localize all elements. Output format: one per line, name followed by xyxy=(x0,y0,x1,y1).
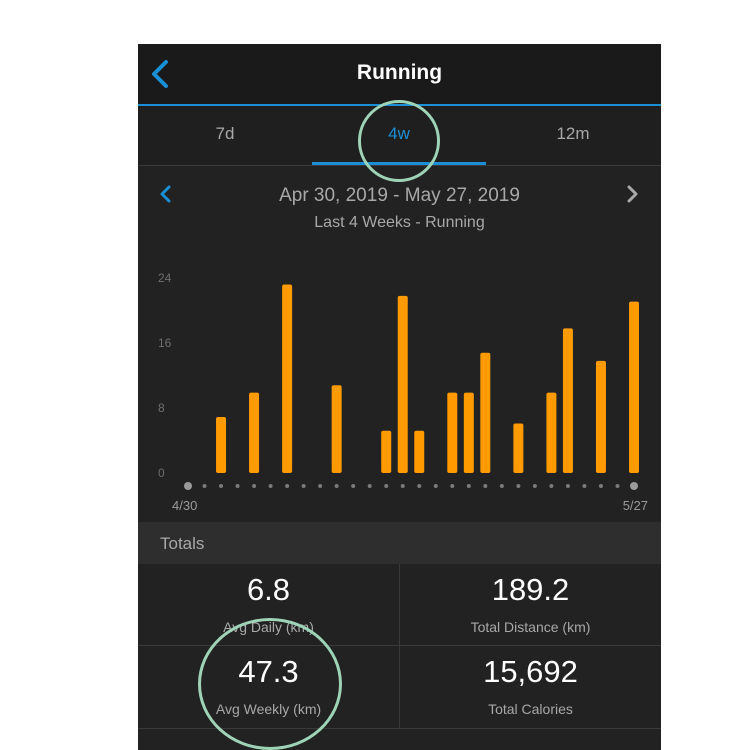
avg-weekly-label: Avg Weekly (km) xyxy=(215,701,322,717)
day-dot xyxy=(318,484,323,488)
tab-12m[interactable]: 12m xyxy=(556,124,590,143)
back-button[interactable] xyxy=(146,56,178,92)
day-dot xyxy=(516,484,521,488)
y-tick-label: 16 xyxy=(158,336,172,350)
day-dot xyxy=(433,484,438,488)
bar xyxy=(480,352,491,473)
avg-daily-stat: 6.8 Avg Daily (km) xyxy=(138,564,399,645)
bar xyxy=(562,328,573,473)
bar xyxy=(546,392,557,473)
total-distance-stat: 189.2 Total Distance (km) xyxy=(400,564,661,645)
day-dot xyxy=(549,484,554,488)
bar xyxy=(381,430,392,473)
next-range-button[interactable] xyxy=(622,182,642,206)
bar xyxy=(249,392,260,473)
bar xyxy=(282,284,293,473)
day-dot xyxy=(285,484,290,488)
bar xyxy=(463,392,474,473)
previous-range-button[interactable] xyxy=(156,182,176,206)
y-tick-label: 24 xyxy=(158,271,172,285)
bar xyxy=(513,423,524,473)
total-calories-label: Total Calories xyxy=(488,701,573,717)
total-calories-value: 15,692 xyxy=(483,654,578,689)
avg-daily-value: 6.8 xyxy=(246,572,291,607)
chevron-left-icon xyxy=(160,185,171,203)
date-range: Apr 30, 2019 - May 27, 2019 xyxy=(279,185,520,206)
total-calories-stat: 15,692 Total Calories xyxy=(400,646,661,727)
day-dot xyxy=(483,484,488,488)
y-tick-label: 8 xyxy=(158,401,165,415)
day-dot xyxy=(598,484,603,488)
page-title: Running xyxy=(356,61,443,84)
column-divider xyxy=(399,564,400,728)
day-dot xyxy=(202,484,207,488)
app-header: Running xyxy=(138,44,661,106)
tab-7d[interactable]: 7d xyxy=(215,124,235,143)
phone-screen: Running 7d 4w 12m Apr 30, 2019 - May 27,… xyxy=(138,44,661,750)
day-dot xyxy=(301,484,306,488)
day-dot xyxy=(582,484,587,488)
bar xyxy=(397,295,408,473)
totals-label: Totals xyxy=(160,534,205,553)
total-distance-value: 189.2 xyxy=(491,572,570,607)
avg-daily-label: Avg Daily (km) xyxy=(223,619,314,635)
day-dot xyxy=(268,484,273,488)
x-start-label: 4/30 xyxy=(172,498,197,513)
day-dot xyxy=(235,484,240,488)
tab-4w[interactable]: 4w xyxy=(312,106,486,165)
chevron-right-icon xyxy=(627,185,638,203)
daily-distance-chart: 0 8 16 24 4/30 5/27 xyxy=(158,271,648,513)
day-dot xyxy=(252,484,257,488)
day-dot xyxy=(367,484,372,488)
day-dot xyxy=(384,484,389,488)
chevron-left-icon xyxy=(152,60,168,88)
day-dot xyxy=(532,484,537,488)
day-dot xyxy=(565,484,570,488)
day-dot xyxy=(499,484,504,488)
avg-weekly-stat: 47.3 Avg Weekly (km) xyxy=(138,646,399,727)
day-dot xyxy=(184,482,192,490)
day-dot xyxy=(466,484,471,488)
range-subtitle: Last 4 Weeks - Running xyxy=(314,214,485,231)
day-dot xyxy=(334,484,339,488)
bar xyxy=(216,416,227,473)
bar xyxy=(447,392,458,473)
day-dot xyxy=(219,484,224,488)
totals-header: Totals xyxy=(138,522,661,564)
period-tabs: 7d 4w 12m xyxy=(138,106,661,166)
day-dot xyxy=(400,484,405,488)
bar xyxy=(629,301,639,473)
bar xyxy=(595,360,606,473)
x-end-label: 5/27 xyxy=(623,498,648,513)
day-dot xyxy=(450,484,455,488)
row-divider xyxy=(138,728,661,729)
bar xyxy=(414,430,425,473)
total-distance-label: Total Distance (km) xyxy=(470,619,591,635)
day-dot xyxy=(615,484,620,488)
day-dot xyxy=(351,484,356,488)
bar xyxy=(331,385,342,473)
day-dot xyxy=(630,482,638,490)
avg-weekly-value: 47.3 xyxy=(238,654,299,689)
day-dot xyxy=(417,484,422,488)
y-tick-label: 0 xyxy=(158,466,165,480)
